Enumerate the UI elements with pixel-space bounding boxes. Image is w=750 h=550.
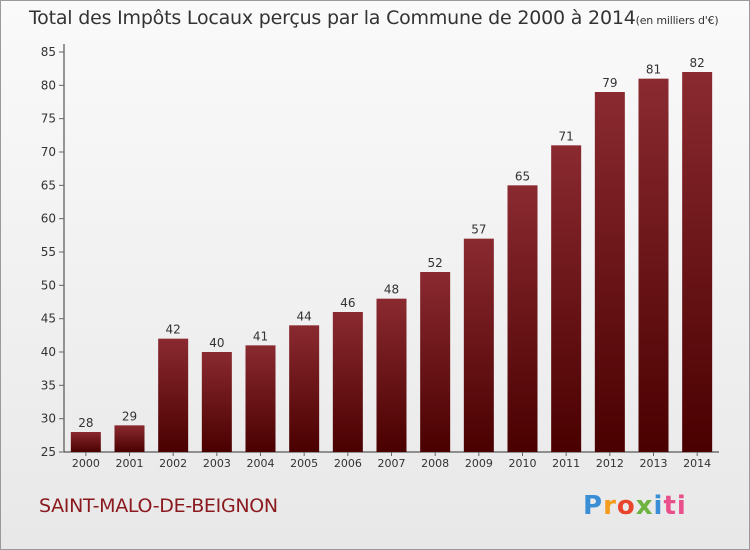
x-tick-label: 2011 (552, 457, 580, 470)
chart-title-text: Total des Impôts Locaux perçus par la Co… (29, 7, 636, 29)
bar (420, 272, 451, 452)
x-tick-label: 2002 (159, 457, 187, 470)
logo-letter: i (653, 491, 664, 521)
y-tick-label: 25 (41, 445, 56, 459)
data-label: 44 (297, 309, 312, 323)
data-label: 48 (384, 283, 399, 297)
x-tick-label: 2014 (683, 457, 711, 470)
y-tick-label: 35 (41, 378, 56, 392)
logo-letter: o (616, 491, 636, 521)
data-label: 57 (471, 223, 486, 237)
x-tick-label: 2012 (596, 457, 624, 470)
x-tick-label: 2006 (334, 457, 362, 470)
y-tick-label: 45 (41, 312, 56, 326)
x-tick-label: 2010 (509, 457, 537, 470)
x-tick-label: 2000 (72, 457, 100, 470)
x-tick-label: 2013 (640, 457, 668, 470)
y-tick-label: 40 (41, 345, 56, 359)
bar (332, 312, 363, 452)
data-label: 42 (166, 323, 181, 337)
x-tick-label: 2007 (378, 457, 406, 470)
data-label: 29 (122, 409, 137, 423)
y-tick-label: 30 (41, 412, 56, 426)
bar (507, 185, 538, 453)
x-tick-label: 2001 (116, 457, 144, 470)
y-tick-label: 65 (41, 178, 56, 192)
bar (114, 425, 145, 452)
y-tick-label: 75 (41, 112, 56, 126)
y-tick-label: 50 (41, 278, 56, 292)
x-tick-label: 2009 (465, 457, 493, 470)
data-label: 41 (253, 329, 268, 343)
bar (594, 92, 625, 452)
y-tick-label: 70 (41, 145, 56, 159)
data-label: 71 (559, 129, 574, 143)
data-label: 79 (602, 76, 617, 90)
logo-letter: r (603, 491, 617, 521)
logo-letter: x (635, 491, 654, 521)
x-tick-label: 2004 (247, 457, 275, 470)
y-tick-label: 60 (41, 212, 56, 226)
logo-letter: P (583, 491, 604, 521)
data-label: 28 (78, 416, 93, 430)
chart-subtitle: (en milliers d'€) (635, 14, 719, 27)
x-tick-label: 2005 (290, 457, 318, 470)
y-tick-label: 85 (41, 45, 56, 59)
y-tick-label: 55 (41, 245, 56, 259)
bar (289, 325, 320, 452)
bar (376, 298, 407, 452)
x-tick-label: 2003 (203, 457, 231, 470)
bar (201, 352, 232, 452)
bar (551, 145, 582, 453)
bar (245, 345, 276, 452)
bar (158, 338, 189, 452)
commune-name: SAINT-MALO-DE-BEIGNON (39, 495, 278, 517)
bar (70, 432, 101, 452)
bar (638, 78, 669, 453)
data-label: 46 (340, 296, 355, 310)
x-tick-label: 2008 (421, 457, 449, 470)
data-label: 65 (515, 169, 530, 183)
bar (682, 72, 713, 452)
data-label: 52 (428, 256, 443, 270)
bar (463, 238, 494, 452)
data-label: 81 (646, 63, 661, 77)
y-tick-label: 80 (41, 78, 56, 92)
data-label: 82 (690, 56, 705, 70)
proxiti-logo: Proxiti (583, 491, 687, 521)
logo-letter: ti (663, 491, 687, 521)
chart-title: Total des Impôts Locaux perçus par la Co… (29, 7, 719, 29)
data-label: 40 (209, 336, 224, 350)
